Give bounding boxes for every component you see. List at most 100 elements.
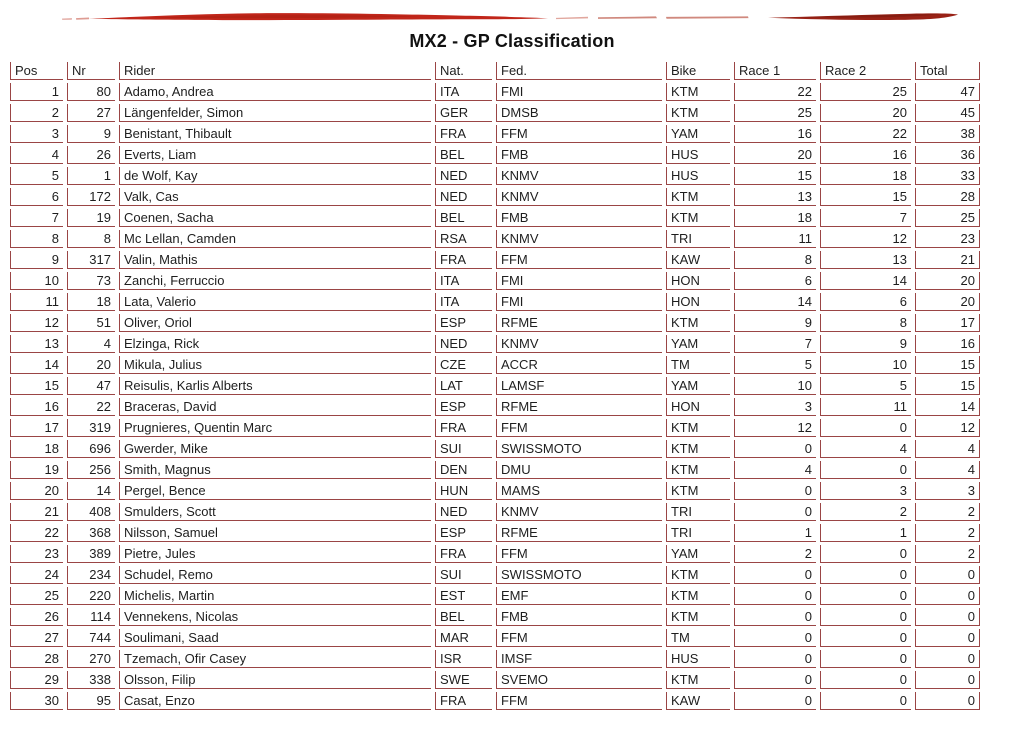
cell-bike: KTM <box>666 419 730 437</box>
cell-fed: KNMV <box>496 188 662 206</box>
cell-bike: KTM <box>666 608 730 626</box>
header-total: Total <box>915 62 980 80</box>
cell-nat: BEL <box>435 608 492 626</box>
cell-rider: Vennekens, Nicolas <box>119 608 431 626</box>
cell-race1: 13 <box>734 188 816 206</box>
cell-race2: 15 <box>820 188 911 206</box>
cell-race1: 0 <box>734 440 816 458</box>
cell-bike: TM <box>666 629 730 647</box>
cell-total: 36 <box>915 146 980 164</box>
cell-total: 25 <box>915 209 980 227</box>
cell-race1: 12 <box>734 419 816 437</box>
cell-race2: 2 <box>820 503 911 521</box>
cell-race2: 22 <box>820 125 911 143</box>
cell-race2: 16 <box>820 146 911 164</box>
cell-fed: RFME <box>496 524 662 542</box>
cell-total: 16 <box>915 335 980 353</box>
cell-nat: ITA <box>435 293 492 311</box>
cell-race1: 25 <box>734 104 816 122</box>
header-pos: Pos <box>10 62 63 80</box>
cell-bike: KTM <box>666 671 730 689</box>
cell-race1: 0 <box>734 608 816 626</box>
cell-nat: LAT <box>435 377 492 395</box>
cell-nat: NED <box>435 335 492 353</box>
cell-pos: 26 <box>10 608 63 626</box>
cell-pos: 28 <box>10 650 63 668</box>
cell-pos: 18 <box>10 440 63 458</box>
cell-rider: Pietre, Jules <box>119 545 431 563</box>
table-row: 29 338 Olsson, Filip SWE SVEMO KTM 0 0 0 <box>10 671 980 689</box>
cell-rider: Olsson, Filip <box>119 671 431 689</box>
cell-race2: 0 <box>820 566 911 584</box>
cell-fed: RFME <box>496 398 662 416</box>
cell-nat: SWE <box>435 671 492 689</box>
cell-nr: 47 <box>67 377 115 395</box>
cell-total: 15 <box>915 356 980 374</box>
cell-total: 23 <box>915 230 980 248</box>
cell-total: 17 <box>915 314 980 332</box>
cell-rider: Lata, Valerio <box>119 293 431 311</box>
cell-bike: YAM <box>666 335 730 353</box>
cell-pos: 11 <box>10 293 63 311</box>
cell-race1: 0 <box>734 482 816 500</box>
cell-nr: 234 <box>67 566 115 584</box>
cell-race1: 0 <box>734 671 816 689</box>
cell-nr: 51 <box>67 314 115 332</box>
cell-nat: ITA <box>435 272 492 290</box>
cell-nr: 1 <box>67 167 115 185</box>
cell-race2: 6 <box>820 293 911 311</box>
cell-pos: 17 <box>10 419 63 437</box>
cell-nat: ESP <box>435 524 492 542</box>
table-row: 7 19 Coenen, Sacha BEL FMB KTM 18 7 25 <box>10 209 980 227</box>
cell-total: 14 <box>915 398 980 416</box>
table-row: 8 8 Mc Lellan, Camden RSA KNMV TRI 11 12 23 <box>10 230 980 248</box>
cell-nr: 14 <box>67 482 115 500</box>
cell-pos: 21 <box>10 503 63 521</box>
cell-fed: KNMV <box>496 335 662 353</box>
cell-race2: 1 <box>820 524 911 542</box>
cell-nat: FRA <box>435 692 492 710</box>
cell-race1: 0 <box>734 503 816 521</box>
cell-nat: ISR <box>435 650 492 668</box>
classification-table-container: Pos Nr Rider Nat. Fed. Bike Race 1 Race … <box>6 59 984 713</box>
classification-table: Pos Nr Rider Nat. Fed. Bike Race 1 Race … <box>6 59 984 713</box>
table-row: 4 26 Everts, Liam BEL FMB HUS 20 16 36 <box>10 146 980 164</box>
cell-race1: 11 <box>734 230 816 248</box>
cell-nat: EST <box>435 587 492 605</box>
cell-nr: 80 <box>67 83 115 101</box>
cell-bike: KTM <box>666 83 730 101</box>
cell-nr: 27 <box>67 104 115 122</box>
table-row: 23 389 Pietre, Jules FRA FFM YAM 2 0 2 <box>10 545 980 563</box>
cell-fed: KNMV <box>496 230 662 248</box>
table-row: 5 1 de Wolf, Kay NED KNMV HUS 15 18 33 <box>10 167 980 185</box>
cell-nr: 338 <box>67 671 115 689</box>
cell-race1: 1 <box>734 524 816 542</box>
table-row: 3 9 Benistant, Thibault FRA FFM YAM 16 22 38 <box>10 125 980 143</box>
cell-rider: Adamo, Andrea <box>119 83 431 101</box>
table-row: 14 20 Mikula, Julius CZE ACCR TM 5 10 15 <box>10 356 980 374</box>
cell-nat: NED <box>435 503 492 521</box>
cell-nr: 9 <box>67 125 115 143</box>
table-row: 28 270 Tzemach, Ofir Casey ISR IMSF HUS 0 0 0 <box>10 650 980 668</box>
red-brush-stroke <box>0 0 1024 30</box>
cell-race1: 0 <box>734 566 816 584</box>
cell-nr: 389 <box>67 545 115 563</box>
cell-bike: HUS <box>666 146 730 164</box>
cell-fed: IMSF <box>496 650 662 668</box>
cell-fed: DMSB <box>496 104 662 122</box>
cell-pos: 9 <box>10 251 63 269</box>
cell-total: 2 <box>915 545 980 563</box>
page-title: MX2 - GP Classification <box>409 31 615 51</box>
cell-fed: FMI <box>496 293 662 311</box>
cell-nat: ESP <box>435 314 492 332</box>
cell-fed: MAMS <box>496 482 662 500</box>
cell-race2: 12 <box>820 230 911 248</box>
cell-rider: de Wolf, Kay <box>119 167 431 185</box>
cell-bike: YAM <box>666 377 730 395</box>
cell-nr: 696 <box>67 440 115 458</box>
cell-rider: Everts, Liam <box>119 146 431 164</box>
table-row: 21 408 Smulders, Scott NED KNMV TRI 0 2 2 <box>10 503 980 521</box>
cell-pos: 1 <box>10 83 63 101</box>
cell-fed: SVEMO <box>496 671 662 689</box>
table-row: 16 22 Braceras, David ESP RFME HON 3 11 14 <box>10 398 980 416</box>
